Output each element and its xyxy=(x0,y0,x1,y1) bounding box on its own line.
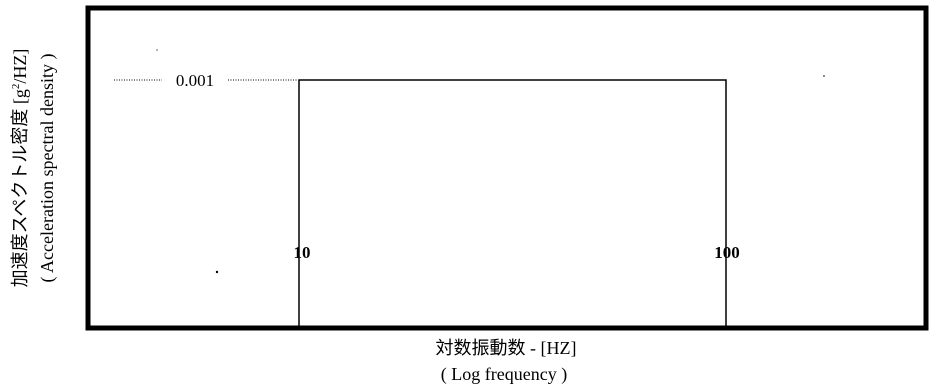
x-tick-label-10: 10 xyxy=(294,243,311,262)
x-axis-label-jp: 対数振動数 - [HZ] xyxy=(436,338,577,358)
stray-dot xyxy=(215,270,219,274)
y-axis-label-superscript: 2 xyxy=(10,84,22,90)
y-axis-label-jp: 加速度スペクトル密度 [g2/HZ] xyxy=(10,49,30,288)
level-label: 0.001 xyxy=(176,71,214,90)
x-axis-label-en: ( Log frequency ) xyxy=(441,364,567,385)
stray-dot xyxy=(823,75,825,77)
y-axis-label-en: ( Acceleration spectral density ) xyxy=(37,54,58,283)
stray-dot xyxy=(156,49,158,51)
x-tick-label-100: 100 xyxy=(714,243,740,262)
psd-series-line xyxy=(298,79,727,328)
plot-frame xyxy=(85,5,929,331)
